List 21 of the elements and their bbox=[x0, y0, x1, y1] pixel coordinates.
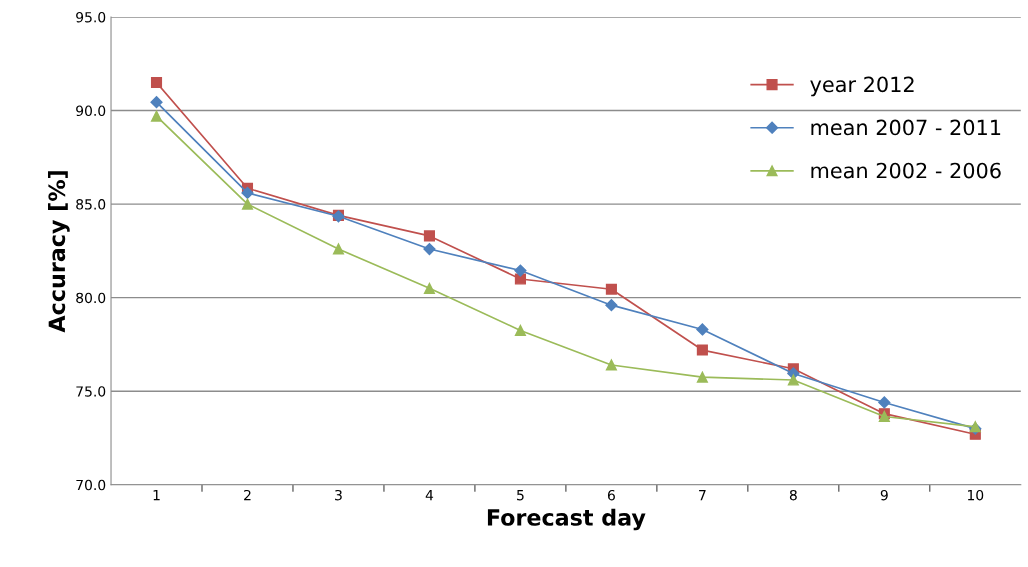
y-tick-label: 95.0 bbox=[76, 11, 106, 23]
y-axis-title: Accuracy [%] bbox=[48, 171, 70, 333]
y-tick-label: 85.0 bbox=[76, 199, 106, 210]
y-tick-label: 80.0 bbox=[76, 292, 106, 304]
x-tick-label: 3 bbox=[335, 489, 342, 501]
y-tick-label: 70.0 bbox=[76, 479, 106, 491]
x-tick-label: 5 bbox=[517, 490, 524, 501]
legend-label: mean 2007 - 2011 bbox=[811, 119, 1001, 136]
x-tick-label: 10 bbox=[968, 489, 984, 501]
legend-label: year 2012 bbox=[810, 76, 914, 97]
x-tick-label: 1 bbox=[153, 490, 160, 501]
y-tick-label: 90.0 bbox=[76, 105, 106, 117]
legend-label: mean 2002 - 2006 bbox=[811, 162, 1001, 179]
x-axis-title: Forecast day bbox=[487, 508, 646, 531]
x-tick-label: 2 bbox=[244, 489, 251, 501]
y-tick-label: 75.0 bbox=[76, 386, 106, 397]
x-tick-label: 9 bbox=[880, 489, 888, 501]
x-tick-label: 4 bbox=[425, 490, 434, 501]
x-tick-label: 7 bbox=[699, 490, 706, 501]
x-tick-label: 6 bbox=[607, 489, 615, 501]
x-tick-label: 8 bbox=[789, 489, 797, 501]
